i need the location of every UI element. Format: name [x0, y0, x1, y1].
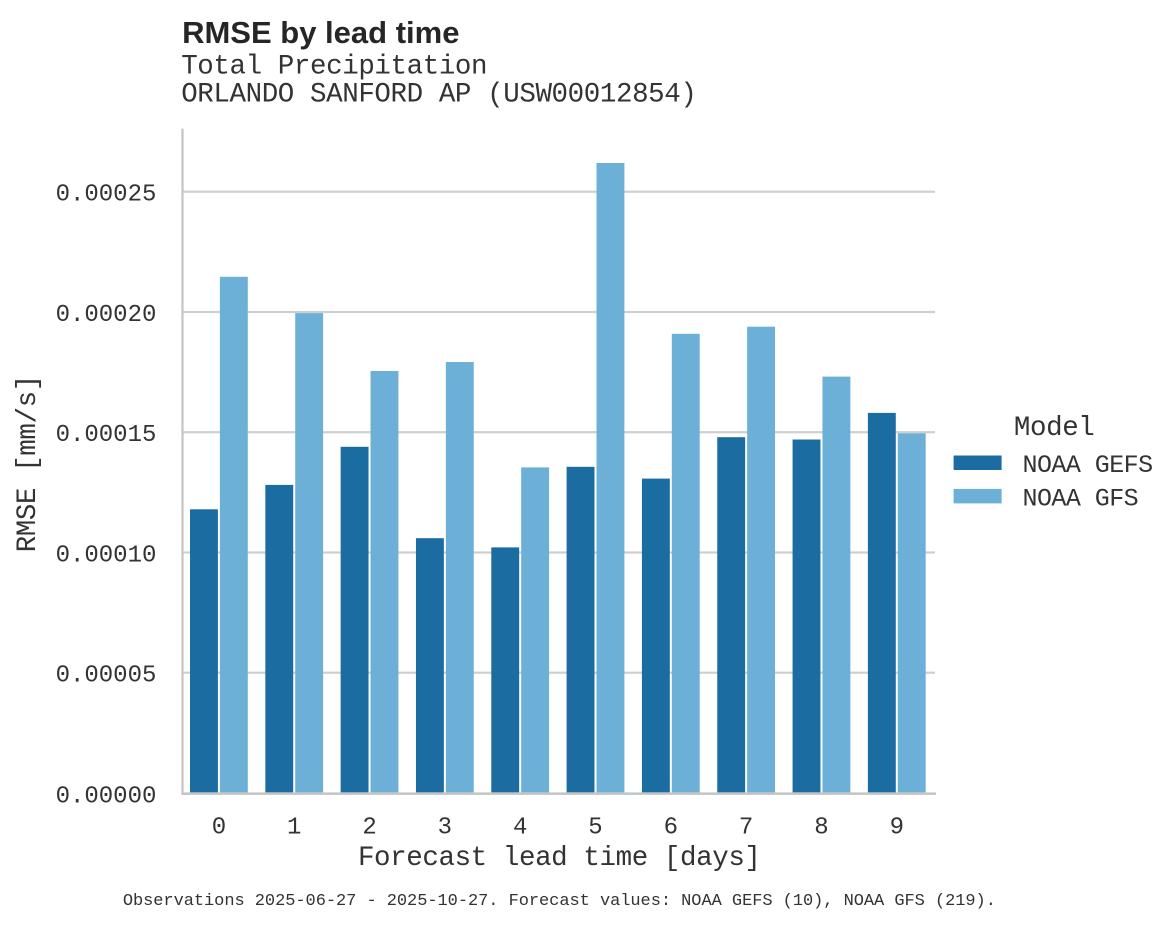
svg-text:0.00020: 0.00020 — [56, 302, 157, 329]
svg-text:6: 6 — [664, 815, 678, 842]
svg-text:0.00015: 0.00015 — [56, 422, 157, 449]
svg-text:7: 7 — [739, 815, 753, 842]
svg-text:NOAA GFS: NOAA GFS — [1023, 484, 1139, 513]
svg-text:0.00000: 0.00000 — [56, 783, 157, 810]
svg-text:8: 8 — [814, 815, 828, 842]
svg-text:9: 9 — [890, 815, 904, 842]
svg-text:3: 3 — [438, 815, 452, 842]
svg-text:4: 4 — [513, 815, 527, 842]
svg-text:Total Precipitation: Total Precipitation — [181, 52, 487, 83]
svg-text:0.00025: 0.00025 — [56, 182, 157, 209]
svg-text:0.00005: 0.00005 — [56, 663, 157, 690]
svg-text:Forecast lead time [days]: Forecast lead time [days] — [358, 843, 761, 874]
svg-text:0.00010: 0.00010 — [56, 542, 157, 569]
svg-text:5: 5 — [588, 815, 602, 842]
svg-text:RMSE by lead time: RMSE by lead time — [182, 15, 459, 50]
svg-text:ORLANDO SANFORD AP (USW0001285: ORLANDO SANFORD AP (USW00012854) — [181, 80, 696, 111]
svg-text:RMSE [mm/s]: RMSE [mm/s] — [13, 375, 44, 552]
svg-text:2: 2 — [362, 815, 376, 842]
svg-text:0: 0 — [212, 815, 226, 842]
svg-text:NOAA GEFS: NOAA GEFS — [1023, 451, 1153, 480]
svg-text:Model: Model — [1014, 413, 1095, 444]
svg-text:1: 1 — [287, 815, 301, 842]
svg-text:Observations 2025-06-27 - 2025: Observations 2025-06-27 - 2025-10-27. Fo… — [123, 892, 996, 911]
